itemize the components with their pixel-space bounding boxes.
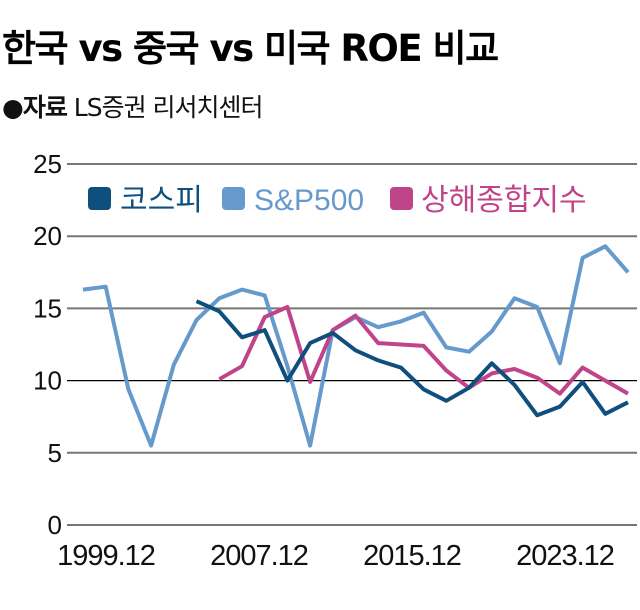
x-tick-label: 1999.12 [57, 540, 155, 572]
legend-swatch [222, 187, 245, 210]
series-line-코스피 [195, 299, 629, 418]
legend-label: S&P500 [254, 184, 364, 217]
y-tick-label: 10 [33, 366, 62, 396]
y-tick-label: 5 [48, 438, 62, 468]
legend-swatch [88, 187, 111, 210]
source-note: ●자료 LS증권 리서치센터 [2, 88, 264, 124]
x-tick-label: 2007.12 [210, 540, 308, 572]
series-line-상해종합지수 [218, 305, 629, 396]
y-tick-label: 20 [33, 221, 62, 251]
y-tick-label: 25 [33, 149, 62, 179]
legend-label: 상해종합지수 [421, 184, 587, 217]
source-text: LS증권 리서치센터 [73, 93, 264, 122]
series-line-S&P500 [82, 244, 630, 448]
x-tick-label: 2015.12 [363, 540, 461, 572]
legend-swatch [390, 187, 413, 210]
chart-title: 한국 vs 중국 vs 미국 ROE 비교 [2, 27, 499, 70]
source-label: ●자료 [2, 93, 68, 122]
x-tick-label: 2023.12 [516, 540, 614, 572]
y-tick-label: 15 [33, 293, 62, 323]
legend-label: 코스피 [120, 184, 203, 217]
y-tick-label: 0 [48, 510, 62, 540]
